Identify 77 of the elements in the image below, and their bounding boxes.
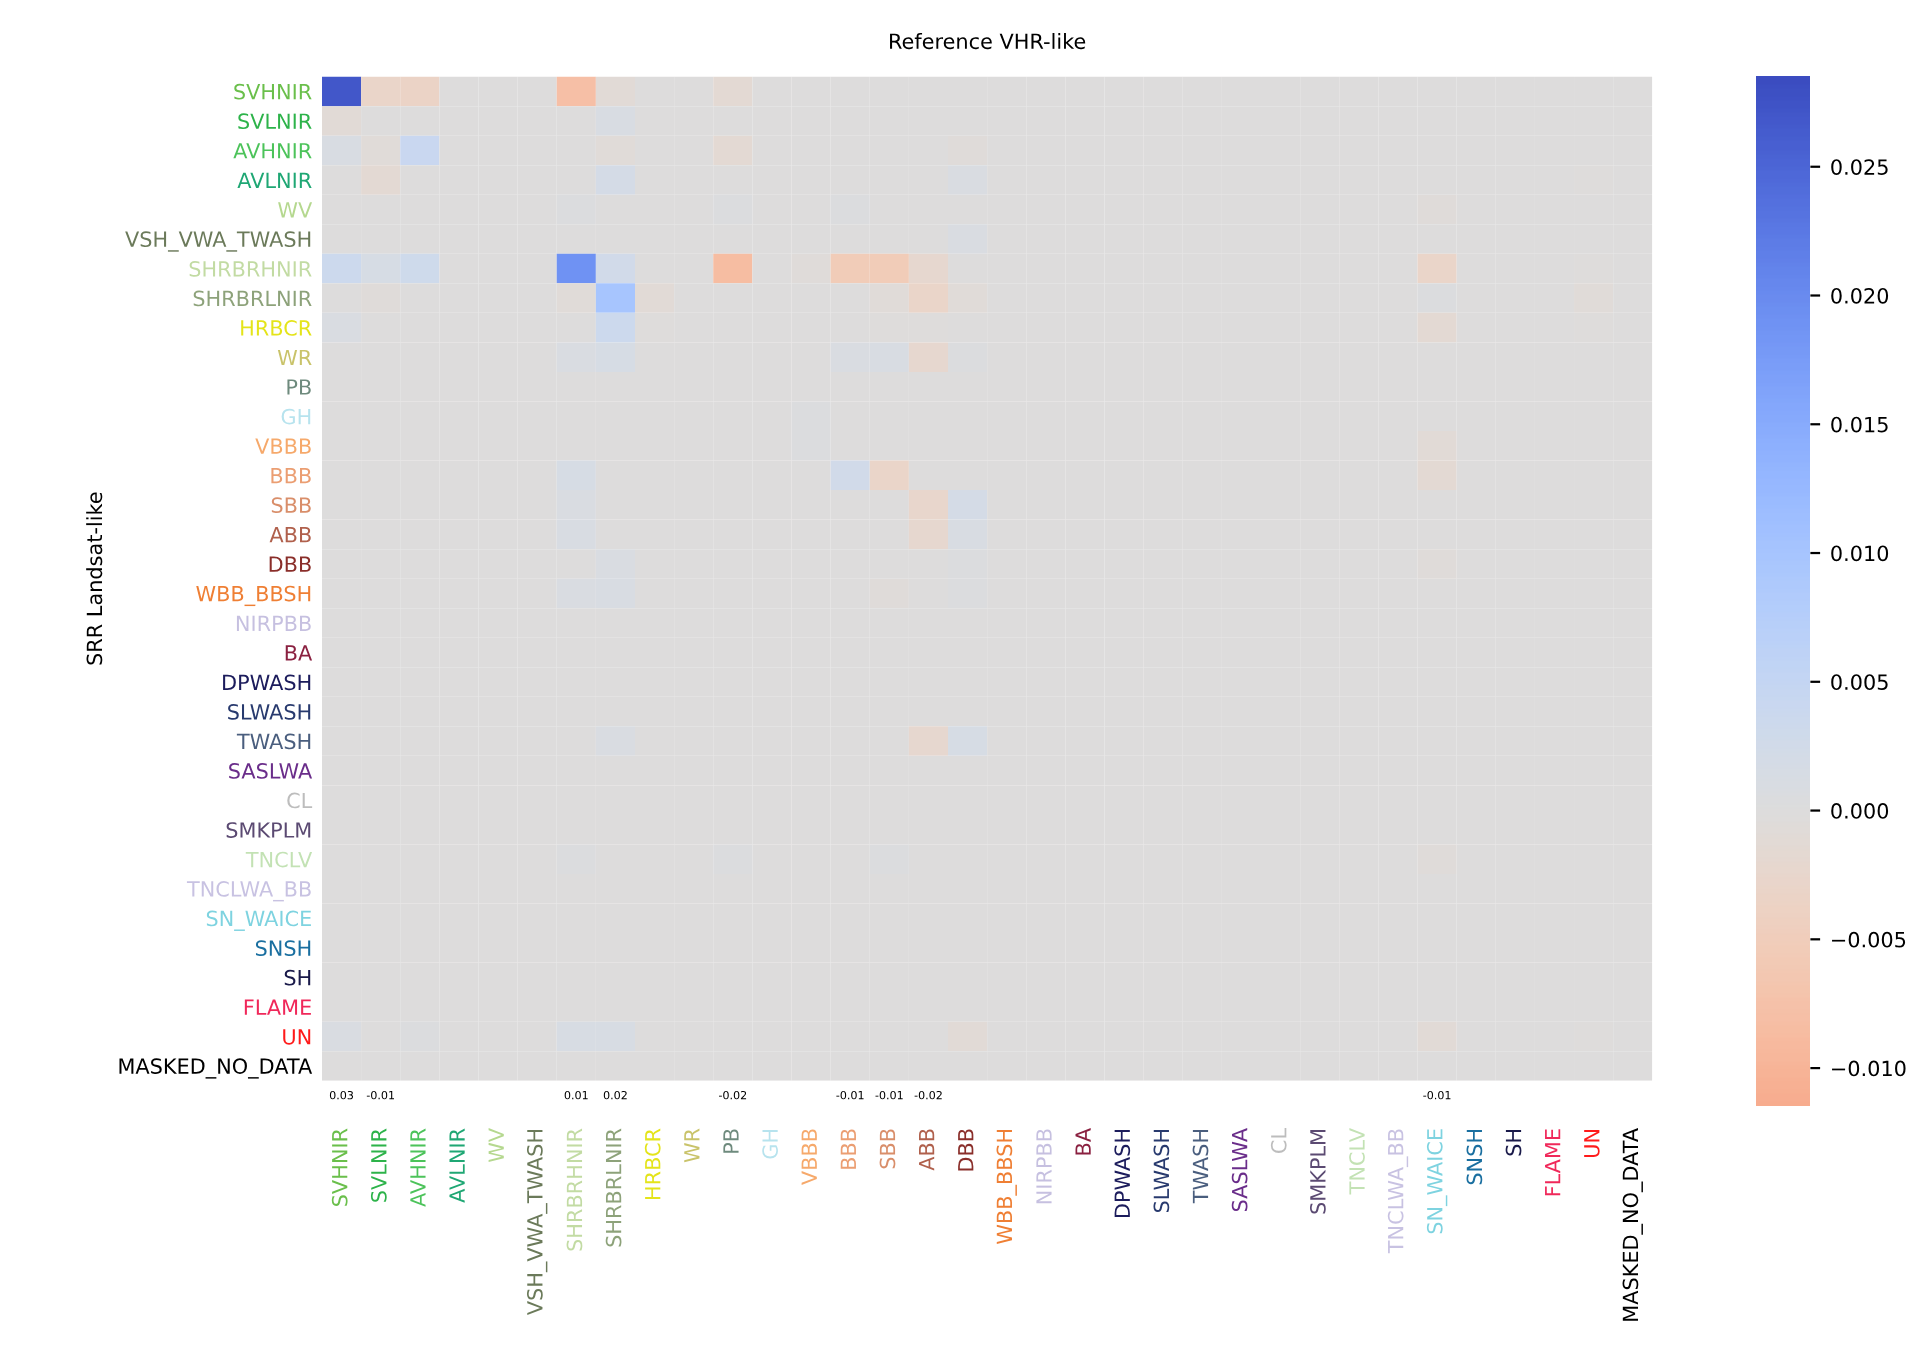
x-tick-label: FLAME (1545, 1129, 1561, 1196)
y-tick-label: TNCLV (245, 851, 313, 868)
y-tick-label: SN_WAICE (206, 910, 311, 931)
y-tick-label: ABB (269, 527, 311, 543)
x-tick-label: HRBCR (644, 1128, 661, 1199)
x-tick-label: AVHNIR (410, 1128, 426, 1207)
x-tick-label: WR (684, 1128, 700, 1163)
y-tick-label: SVHNIR (234, 83, 312, 100)
y-tick-label: SVLNIR (238, 113, 312, 130)
x-tick-label: SHRBRHNIR (566, 1128, 583, 1251)
y-tick-label: SH (284, 969, 311, 986)
x-tick-label: UN (1584, 1129, 1600, 1157)
x-tick-label: NIRPBB (1036, 1129, 1052, 1204)
x-tick-label: BA (1075, 1128, 1091, 1155)
y-tick-label: AVLNIR (237, 172, 312, 188)
y-tick-label: DPWASH (223, 674, 311, 691)
color-bar-label: 0.025 (1831, 159, 1888, 175)
x-tick-label: BBB (840, 1129, 856, 1169)
color-bar-label: −0.005 (1832, 931, 1906, 948)
y-tick-label: TNCLWA_BB (186, 881, 311, 902)
y-tick-label: HRBCR (241, 320, 312, 336)
y-tick-label: SASLWA (229, 763, 313, 779)
x-tick-label: DPWASH (1114, 1129, 1131, 1218)
y-tick-label: VSH_VWA_TWASH (125, 231, 311, 252)
x-tick-label: PB (723, 1129, 739, 1153)
y-tick-label: SBB (271, 497, 311, 514)
y-tick-label: WBB_BBSH (196, 585, 311, 607)
color-bar-label: −0.010 (1832, 1060, 1906, 1077)
y-tick-label: NIRPBB (236, 615, 311, 631)
x-tick-label: WV (488, 1128, 504, 1163)
chart-title: Reference VHR-like (890, 33, 1086, 50)
x-tick-label: VBBB (801, 1129, 817, 1185)
y-tick-label: SHRBRHNIR (189, 261, 312, 277)
x-tick-label: SH (1505, 1129, 1522, 1156)
x-tick-label: MASKED_NO_DATA (1622, 1128, 1643, 1321)
x-tick-label: DBB (958, 1129, 974, 1171)
y-tick-label: TWASH (236, 733, 311, 750)
y-tick-label: FLAME (244, 999, 311, 1015)
x-tick-label: SBB (879, 1129, 896, 1169)
y-tick-label: AVHNIR (233, 143, 312, 159)
x-tick-label: SMKPLM (1310, 1129, 1326, 1214)
x-tick-label: SVLNIR (370, 1128, 387, 1202)
color-bar-label: 0.020 (1831, 287, 1889, 304)
x-tick-label: WBB_BBSH (996, 1130, 1017, 1244)
x-tick-label: CL (1270, 1128, 1287, 1153)
y-tick-label: MASKED_NO_DATA (119, 1058, 313, 1079)
y-tick-label: PB (287, 379, 311, 395)
y-tick-label: UN (283, 1029, 311, 1045)
y-tick-label: SHRBRLNIR (193, 290, 312, 307)
color-bar-label: 0.005 (1831, 674, 1888, 691)
x-tick-label: AVLNIR (449, 1128, 465, 1203)
x-tick-label: TNCLV (1349, 1128, 1365, 1195)
x-tick-label: TNCLWA_BB (1387, 1129, 1409, 1254)
color-bar-label: 0.010 (1831, 545, 1889, 562)
x-tick-label: SNSH (1466, 1129, 1483, 1185)
y-tick-label: WV (278, 202, 313, 218)
y-tick-label: CL (287, 792, 313, 809)
x-tick-label: SN_WAICE (1426, 1129, 1448, 1234)
color-bar-label: 0.000 (1831, 803, 1889, 819)
y-tick-label: SNSH (255, 940, 311, 957)
x-tick-label: GH (762, 1129, 778, 1159)
x-tick-label: SLWASH (1153, 1129, 1170, 1213)
y-tick-label: SMKPLM (226, 822, 311, 838)
y-tick-label: WR (277, 349, 312, 366)
x-tick-label: VSH_VWA_TWASH (526, 1129, 548, 1316)
y-tick-label: DBB (269, 556, 311, 572)
x-tick-label: ABB (919, 1129, 935, 1171)
y-tick-label: BBB (271, 468, 311, 484)
y-tick-label: GH (281, 408, 311, 425)
y-axis-title: SRR Landsat-like (86, 492, 103, 665)
x-tick-label: SASLWA (1231, 1128, 1248, 1212)
y-tick-label: VBBB (255, 438, 311, 454)
color-bar-label: 0.015 (1831, 416, 1888, 433)
y-tick-label: BA (285, 645, 313, 661)
x-tick-label: TWASH (1192, 1129, 1209, 1204)
x-tick-label: SHRBRLNIR (605, 1128, 622, 1247)
y-tick-label: SLWASH (228, 704, 311, 720)
